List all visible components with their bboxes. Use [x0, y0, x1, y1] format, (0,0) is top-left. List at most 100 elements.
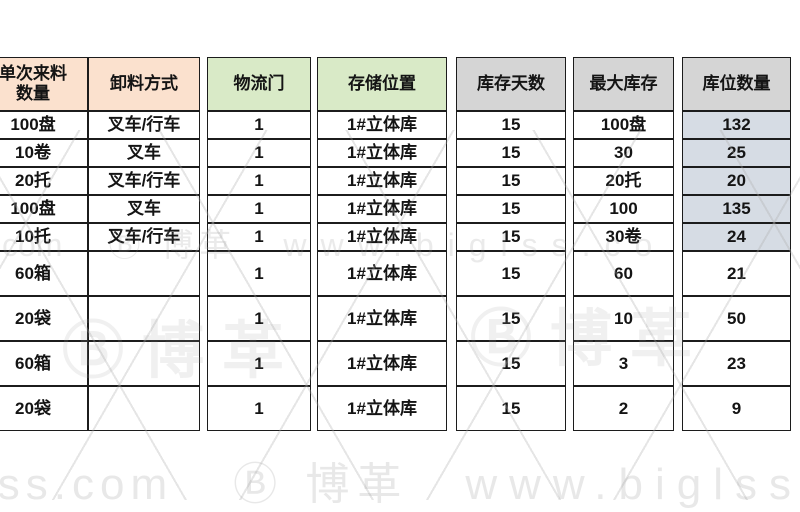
table-cell: 15	[456, 341, 566, 386]
table-cell: 10托	[0, 223, 88, 251]
table-cell: 100盘	[0, 195, 88, 223]
table-cell: 20托	[573, 167, 674, 195]
column-gap	[447, 57, 456, 111]
table-cell: 1	[207, 296, 311, 341]
column-gap	[447, 111, 456, 139]
column-header-1: 卸料方式	[88, 57, 200, 111]
column-gap	[311, 296, 317, 341]
column-gap	[311, 167, 317, 195]
column-gap	[674, 386, 682, 431]
column-gap	[674, 139, 682, 167]
column-gap	[200, 57, 207, 111]
table-cell: 1#立体库	[317, 296, 447, 341]
table-cell: 1	[207, 223, 311, 251]
table-cell: 1#立体库	[317, 111, 447, 139]
table-cell: 50	[682, 296, 791, 341]
column-gap	[566, 57, 573, 111]
column-gap	[674, 223, 682, 251]
column-gap	[674, 251, 682, 296]
table-cell: 1	[207, 139, 311, 167]
column-gap	[200, 341, 207, 386]
data-table: 单次来料 数量 卸料方式 物流门 存储位置 库存天数 最大库存 库位数量 100盘 叉车/行车 1…	[0, 57, 791, 431]
column-gap	[447, 139, 456, 167]
table-cell: 100盘	[0, 111, 88, 139]
table-cell: 1#立体库	[317, 167, 447, 195]
table-cell: 1#立体库	[317, 251, 447, 296]
table-cell: 10卷	[0, 139, 88, 167]
watermark-logo: Ⓑ 博革	[233, 460, 410, 509]
table-cell: 15	[456, 386, 566, 431]
column-gap	[674, 341, 682, 386]
column-gap	[311, 57, 317, 111]
table-cell: 1	[207, 167, 311, 195]
watermark-site-text: www.biglss.com	[465, 460, 800, 509]
column-gap	[447, 341, 456, 386]
column-gap	[447, 251, 456, 296]
column-gap	[311, 223, 317, 251]
column-gap	[311, 111, 317, 139]
column-gap	[674, 195, 682, 223]
column-header-3: 存储位置	[317, 57, 447, 111]
table-cell: 1	[207, 251, 311, 296]
column-gap	[311, 341, 317, 386]
column-header-2: 物流门	[207, 57, 311, 111]
watermark-band-bottom: lss.com Ⓑ 博革 www.biglss.com	[0, 448, 800, 512]
table-cell: 132	[682, 111, 791, 139]
column-gap	[200, 195, 207, 223]
table-cell: 1#立体库	[317, 386, 447, 431]
column-gap	[674, 167, 682, 195]
table-cell: 叉车/行车	[88, 111, 200, 139]
table-cell: 1	[207, 195, 311, 223]
table-cell: 15	[456, 296, 566, 341]
column-gap	[447, 167, 456, 195]
table-cell: 叉车	[88, 139, 200, 167]
table-cell: 30卷	[573, 223, 674, 251]
column-gap	[311, 139, 317, 167]
table-cell: 1	[207, 386, 311, 431]
table-cell: 叉车	[88, 195, 200, 223]
table-cell	[88, 251, 200, 296]
table-cell: 20袋	[0, 296, 88, 341]
column-gap	[566, 139, 573, 167]
column-gap	[200, 111, 207, 139]
table-cell: 15	[456, 111, 566, 139]
table-cell: 23	[682, 341, 791, 386]
table-cell: 25	[682, 139, 791, 167]
table-cell: 60	[573, 251, 674, 296]
table-cell	[88, 296, 200, 341]
table-cell: 15	[456, 139, 566, 167]
table-cell: 20托	[0, 167, 88, 195]
column-gap	[566, 251, 573, 296]
table-cell: 100盘	[573, 111, 674, 139]
table-cell: 135	[682, 195, 791, 223]
column-header-6: 库位数量	[682, 57, 791, 111]
table-cell: 叉车/行车	[88, 223, 200, 251]
column-gap	[566, 223, 573, 251]
column-gap	[200, 296, 207, 341]
table-cell	[88, 341, 200, 386]
column-header-4: 库存天数	[456, 57, 566, 111]
watermark-partial-text: lss.com	[0, 460, 174, 509]
column-gap	[566, 296, 573, 341]
column-gap	[566, 386, 573, 431]
column-header-5: 最大库存	[573, 57, 674, 111]
column-gap	[311, 386, 317, 431]
table-cell: 15	[456, 251, 566, 296]
table-cell: 1#立体库	[317, 341, 447, 386]
table-cell: 2	[573, 386, 674, 431]
column-gap	[566, 111, 573, 139]
column-gap	[447, 386, 456, 431]
table-cell: 60箱	[0, 341, 88, 386]
column-gap	[447, 296, 456, 341]
table-cell: 10	[573, 296, 674, 341]
column-gap	[674, 296, 682, 341]
table-cell: 1	[207, 341, 311, 386]
table-cell: 20	[682, 167, 791, 195]
table-cell: 100	[573, 195, 674, 223]
column-gap	[447, 195, 456, 223]
table-cell: 15	[456, 167, 566, 195]
table-cell: 叉车/行车	[88, 167, 200, 195]
table-cell: 20袋	[0, 386, 88, 431]
column-gap	[311, 251, 317, 296]
column-gap	[311, 195, 317, 223]
